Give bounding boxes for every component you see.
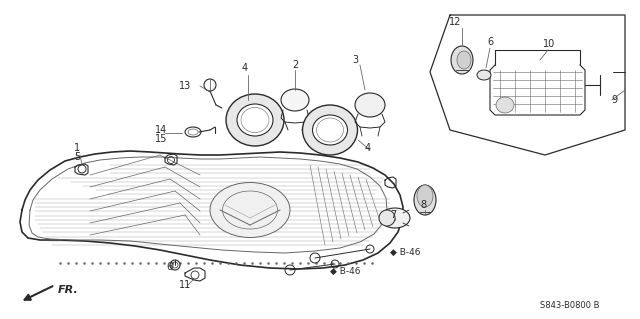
Ellipse shape <box>237 104 273 136</box>
Ellipse shape <box>414 185 436 215</box>
Text: FR.: FR. <box>58 285 79 295</box>
Ellipse shape <box>451 46 473 74</box>
Text: 4: 4 <box>365 143 371 153</box>
Ellipse shape <box>417 185 433 207</box>
Text: 5: 5 <box>74 152 80 162</box>
Text: 10: 10 <box>543 39 555 49</box>
Ellipse shape <box>477 70 491 80</box>
Ellipse shape <box>379 210 395 226</box>
Text: 13: 13 <box>179 81 191 91</box>
Text: 1: 1 <box>74 143 80 153</box>
Text: ◆ B-46: ◆ B-46 <box>330 266 360 276</box>
Ellipse shape <box>355 93 385 117</box>
Text: 6: 6 <box>166 262 172 272</box>
Ellipse shape <box>496 97 514 113</box>
Text: S843-B0800 B: S843-B0800 B <box>540 300 600 309</box>
Text: 12: 12 <box>449 17 461 27</box>
Text: 14: 14 <box>155 125 167 135</box>
Text: 15: 15 <box>155 134 167 144</box>
Text: 3: 3 <box>352 55 358 65</box>
Text: 9: 9 <box>611 95 617 105</box>
Text: 6: 6 <box>487 37 493 47</box>
Ellipse shape <box>312 115 348 145</box>
Ellipse shape <box>303 105 358 155</box>
Ellipse shape <box>226 94 284 146</box>
Text: ◆ B-46: ◆ B-46 <box>390 248 420 256</box>
Ellipse shape <box>457 51 471 69</box>
Text: 11: 11 <box>179 280 191 290</box>
Text: 7: 7 <box>390 210 396 220</box>
Ellipse shape <box>281 89 309 111</box>
Text: 2: 2 <box>292 60 298 70</box>
Ellipse shape <box>210 182 290 238</box>
Ellipse shape <box>380 208 410 228</box>
Text: 4: 4 <box>242 63 248 73</box>
Text: 8: 8 <box>420 200 426 210</box>
